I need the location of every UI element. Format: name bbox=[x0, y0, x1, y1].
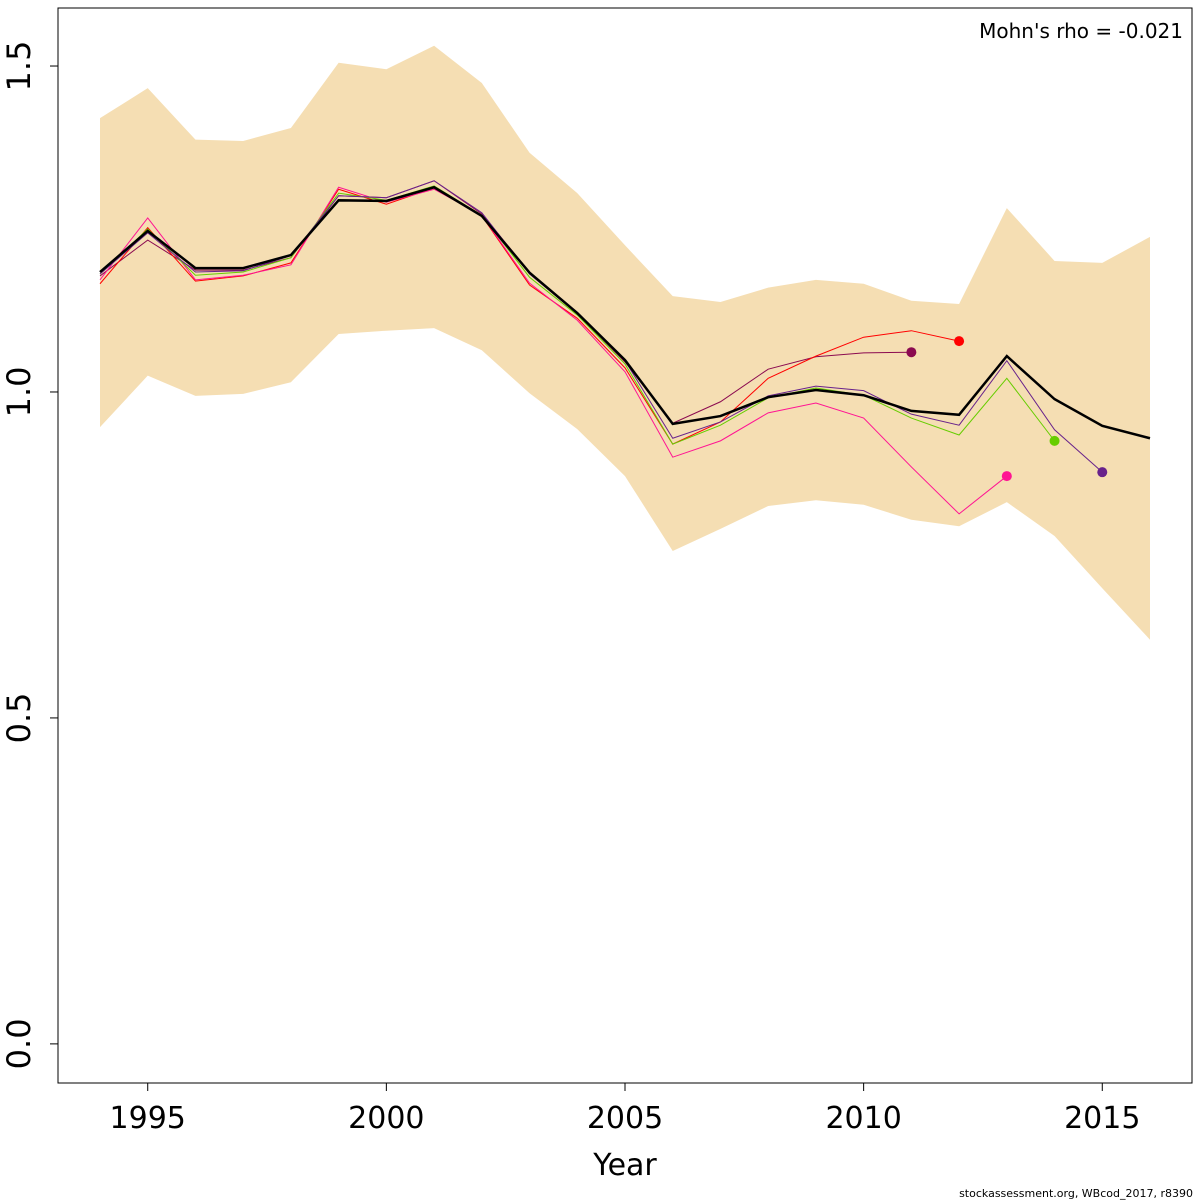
retro-end-point bbox=[1049, 435, 1060, 446]
y-tick-label: 1.0 bbox=[0, 367, 38, 418]
x-tick-label: 2000 bbox=[348, 1101, 424, 1136]
retro-end-point bbox=[1097, 467, 1108, 478]
retro-line bbox=[99, 185, 1055, 445]
retro-line bbox=[99, 187, 960, 445]
y-tick-label: 0.5 bbox=[0, 692, 38, 743]
retro-end-point bbox=[1001, 471, 1012, 482]
retro-end-point bbox=[954, 336, 965, 347]
retro-line bbox=[99, 186, 1008, 515]
confidence-band bbox=[100, 45, 1150, 640]
retro-end-point bbox=[906, 347, 917, 358]
x-tick-label: 2010 bbox=[825, 1101, 901, 1136]
x-tick-label: 1995 bbox=[110, 1101, 186, 1136]
y-tick-label: 0.0 bbox=[0, 1018, 38, 1069]
y-tick-label: 1.5 bbox=[0, 41, 38, 92]
x-tick-label: 2005 bbox=[587, 1101, 663, 1136]
main-line bbox=[99, 185, 1151, 440]
annotation: Mohn's rho = -0.021 bbox=[979, 19, 1183, 43]
x-axis-label: Year bbox=[592, 1148, 657, 1183]
x-tick-label: 2015 bbox=[1064, 1101, 1140, 1136]
footer: stockassessment.org, WBcod_2017, r8390 bbox=[959, 1187, 1193, 1200]
